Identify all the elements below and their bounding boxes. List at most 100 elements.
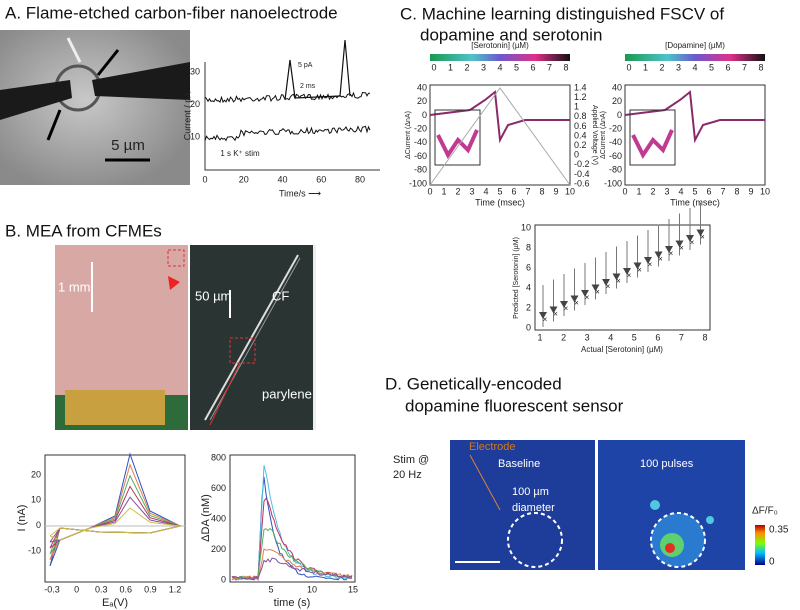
tick-label: 20 (190, 99, 200, 109)
da-trace (231, 476, 353, 582)
axes-frame (624, 84, 766, 186)
tick-label: 0 (36, 520, 41, 530)
tick-label: 0.8 (574, 111, 587, 121)
tick-label: 0.3 (95, 584, 108, 594)
tick-label: 9 (553, 186, 558, 196)
marker (539, 312, 547, 319)
tick-label: 2 (561, 332, 566, 342)
tick-label: 6 (530, 62, 535, 72)
tick-label: 2 (659, 62, 664, 72)
tick-label: 400 (211, 513, 226, 523)
marker-x: × (648, 260, 653, 269)
label: 5 pA (298, 62, 313, 69)
tick-label: 1 (441, 186, 446, 196)
panel-title: dopamine fluorescent sensor (405, 396, 624, 415)
axis-label: ΔCurrent (ΔnA) (405, 111, 412, 159)
marker (665, 246, 673, 253)
tick-label: 20 (612, 96, 622, 106)
axis-label: Time/s ⟶ (279, 188, 321, 198)
tick-label: 0 (422, 110, 427, 120)
tick-label: 4 (608, 332, 613, 342)
cv-curve (49, 463, 182, 561)
tick-label: 2 (526, 302, 531, 312)
da-trace (231, 547, 353, 581)
panel-title: D. Genetically-encoded (385, 374, 562, 393)
tick-label: 1 (574, 102, 579, 112)
fscv-curve (624, 90, 765, 144)
label: 50 µm (195, 288, 231, 303)
tick-label: 5 (268, 584, 273, 594)
tick-label: 1 (643, 62, 648, 72)
marker-x: × (543, 315, 548, 324)
tick-label: -40 (414, 137, 427, 147)
tick-label: 1.2 (169, 584, 182, 594)
tick-label: 7 (525, 186, 530, 196)
tick-label: 5 (709, 62, 714, 72)
label: diameter (512, 502, 555, 514)
tick-label: -20 (609, 124, 622, 134)
marker (612, 273, 621, 281)
cv-curve (49, 452, 182, 567)
tick-label: -0.4 (574, 169, 590, 179)
label: Baseline (498, 458, 540, 470)
marker (591, 284, 600, 292)
tick-label: 0.2 (574, 140, 587, 150)
tick-label: 6 (655, 332, 660, 342)
marker (560, 301, 568, 308)
tick-label: 0 (617, 110, 622, 120)
label: 100 µm (512, 486, 549, 498)
label: 1 s K⁺ stim (220, 149, 260, 158)
tick-label: 0 (427, 186, 432, 196)
marker-x: × (616, 277, 621, 286)
tick-label: 8 (539, 186, 544, 196)
marker-x: × (690, 238, 695, 247)
axis-label: Actual [Serotonin] (µM) (581, 345, 663, 354)
tick-label: 0.4 (574, 130, 587, 140)
axis-label: Eₐ(V) (102, 597, 128, 609)
axes-frame (44, 454, 186, 583)
marker-x: × (553, 310, 558, 319)
tick-label: -0.3 (44, 584, 60, 594)
tick-label: 20 (417, 96, 427, 106)
tick-label: 7 (547, 62, 552, 72)
tick-label: 1.4 (574, 82, 587, 92)
marker-x: × (637, 266, 642, 275)
tick-label: 40 (277, 174, 287, 184)
trace (204, 125, 371, 142)
tick-label: 40 (612, 82, 622, 92)
tick-label: 80 (355, 174, 365, 184)
tick-label: -100 (604, 178, 622, 188)
tick-label: 4 (483, 186, 488, 196)
tick-label: 15 (348, 584, 358, 594)
tick-label: 0 (626, 62, 631, 72)
tick-label: 7 (679, 332, 684, 342)
tick-label: 1 (448, 62, 453, 72)
axis-label: ΔCurrent (ΔnA) (600, 111, 607, 159)
marker-x: × (606, 282, 611, 291)
da-trace (231, 557, 353, 581)
tick-label: 10 (190, 131, 200, 141)
axis-label: Predicted [Serotonin] (µM) (513, 237, 520, 319)
tick-label: 1 (537, 332, 542, 342)
tick-label: 8 (702, 332, 707, 342)
inset-curve (631, 129, 674, 159)
marker (696, 229, 705, 237)
tick-label: 0 (202, 174, 207, 184)
label: CF (272, 288, 289, 303)
marker (633, 262, 642, 270)
tick-label: -80 (609, 165, 622, 175)
tick-label: -60 (609, 151, 622, 161)
tick-label: 800 (211, 452, 226, 462)
marker (549, 306, 558, 314)
marker-x: × (627, 271, 632, 280)
tick-label: -10 (28, 545, 41, 555)
mea-photo (55, 245, 316, 430)
tick-label: 3 (469, 186, 474, 196)
marker (570, 295, 579, 303)
tick-label: 6 (511, 186, 516, 196)
label: 100 pulses (640, 458, 694, 470)
marker (644, 257, 652, 264)
tick-label: 5 (514, 62, 519, 72)
label: ΔF/F₀ (752, 506, 778, 517)
